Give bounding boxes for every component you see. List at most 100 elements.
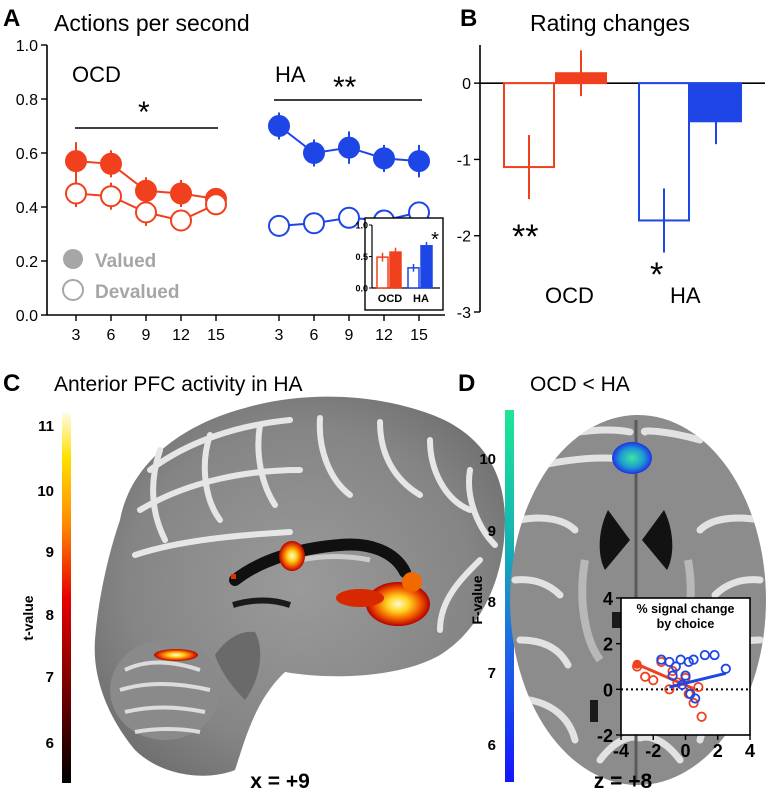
panel-b-sig-ocd: ** xyxy=(512,218,538,256)
panel-d-title: OCD < HA xyxy=(530,373,630,396)
scatter-xtick-label: 2 xyxy=(713,741,723,761)
panel-a-xtick-label: 3 xyxy=(275,327,284,344)
scatter-title-line-2: by choice xyxy=(657,617,715,631)
data-point-ha-devalued xyxy=(303,212,325,235)
t-value-colorbar xyxy=(62,413,71,783)
scatter-point-ha xyxy=(685,688,696,700)
panel-a-group-ocd: OCD xyxy=(72,62,121,87)
f-value-colorbar xyxy=(505,410,514,782)
panel-b-label-ocd: OCD xyxy=(545,283,594,308)
f-value-ticks: 10 9 8 7 6 xyxy=(479,451,496,754)
panel-a-ytick-label: 0.4 xyxy=(16,200,38,217)
scatter-point-ha xyxy=(667,670,678,681)
data-point-ha-valued xyxy=(338,136,360,159)
t-value-tick-label: 8 xyxy=(46,607,54,624)
panel-c-coordinate: x = +9 xyxy=(250,770,310,793)
t-value-tick-label: 9 xyxy=(46,544,54,561)
legend-devalued-label: Devalued xyxy=(95,282,179,303)
panel-a-group-ha: HA xyxy=(275,62,306,87)
f-value-tick-label: 9 xyxy=(488,523,496,540)
panel-b-chart: 0 -1 -2 -3 xyxy=(457,45,765,322)
data-point-ha-valued xyxy=(268,115,290,137)
panel-a-xtick-label: 6 xyxy=(107,327,116,344)
f-value-tick-label: 8 xyxy=(488,594,496,611)
scatter-ytick-label: 0 xyxy=(603,680,613,700)
f-value-tick-label: 10 xyxy=(479,451,496,468)
data-point-ocd-devalued xyxy=(100,185,122,208)
t-value-tick-label: 11 xyxy=(38,418,54,435)
panel-a-xtick-label: 12 xyxy=(375,327,393,344)
data-point-ocd-devalued xyxy=(135,201,157,224)
data-point-ocd-valued xyxy=(170,182,192,205)
panel-a-ytick-label: 1.0 xyxy=(16,38,38,55)
ha-significance-marker: ** xyxy=(333,71,357,104)
scatter-point-ha xyxy=(720,663,731,674)
scatter-point-ocd xyxy=(696,711,707,722)
inset-ytick-label: 1.0 xyxy=(355,221,368,231)
scatter-point-ha xyxy=(688,654,699,665)
data-point-ha-valued xyxy=(373,147,395,170)
panel-a-letter: A xyxy=(3,5,20,32)
data-point-ocd-devalued xyxy=(65,182,87,205)
panel-a-xtick-label: 9 xyxy=(345,327,354,344)
data-point-ocd-valued xyxy=(100,152,122,175)
scatter-point-ha xyxy=(699,649,710,661)
panel-a-inset: 0.0 0.5 1.0 OCD HA * xyxy=(355,217,444,311)
panel-b-ytick-label: 0 xyxy=(462,76,471,93)
panel-a-xtick-label: 15 xyxy=(207,327,225,344)
panel-b-title: Rating changes xyxy=(530,10,690,36)
f-value-label: F-value xyxy=(469,575,485,624)
inset-bar-ha-valued xyxy=(420,245,433,289)
legend-valued-marker xyxy=(63,249,83,269)
scatter-ytick-label: 4 xyxy=(603,589,613,609)
inset-ytick-label: 0.0 xyxy=(355,284,368,294)
ocd-significance-marker: * xyxy=(138,96,150,129)
panel-a-axes: 0.0 0.2 0.4 0.6 0.8 1.0 3 6 9 12 15 3 6 9 12 15 xyxy=(16,38,445,344)
sagittal-activation-clusters xyxy=(154,541,430,661)
sagittal-brain-image xyxy=(94,396,505,776)
scatter-xtick-label: 4 xyxy=(745,741,755,761)
data-point-ha-valued xyxy=(408,150,430,173)
panel-b-sig-ha: * xyxy=(650,256,663,294)
scatter-point-ocd xyxy=(640,671,651,682)
t-value-tick-label: 6 xyxy=(46,735,54,752)
inset-bar-ocd-devalued xyxy=(376,256,389,289)
panel-b-ytick-label: -3 xyxy=(457,305,471,322)
data-point-ocd-valued xyxy=(135,179,157,202)
scatter-point-ha xyxy=(683,656,694,668)
inset-category-label: OCD xyxy=(378,293,403,305)
panel-c-title: Anterior PFC activity in HA xyxy=(54,373,303,396)
scatter-point-ocd xyxy=(688,697,699,709)
scatter-point-ocd xyxy=(648,675,659,686)
legend-devalued-marker xyxy=(62,279,84,301)
scatter-point-ocd xyxy=(664,684,675,695)
panel-b-ytick-label: -2 xyxy=(457,229,471,246)
t-value-tick-label: 7 xyxy=(46,669,54,686)
panel-b-letter: B xyxy=(460,5,477,32)
inset-ytick-label: 0.5 xyxy=(355,252,368,262)
panel-b-label-ha: HA xyxy=(670,283,701,308)
panel-a-ytick-label: 0.2 xyxy=(16,254,38,271)
panel-a-ytick-label: 0.8 xyxy=(16,92,38,109)
data-point-ha-valued xyxy=(303,142,325,164)
panel-a-xtick-label: 15 xyxy=(410,327,428,344)
panel-a-xtick-label: 12 xyxy=(172,327,190,344)
data-point-ocd-devalued xyxy=(170,209,192,232)
data-point-ha-devalued xyxy=(268,214,290,237)
panel-a-ytick-label: 0.6 xyxy=(16,146,38,163)
scatter-point-ha xyxy=(680,670,691,681)
scatter-title-line-1: % signal change xyxy=(637,602,735,616)
f-value-tick-label: 7 xyxy=(488,665,496,682)
scatter-ytick-label: -2 xyxy=(597,726,613,746)
t-value-ticks: 11 10 9 8 7 6 xyxy=(37,418,54,752)
scatter-ytick-label: 2 xyxy=(603,635,613,655)
f-value-tick-label: 6 xyxy=(488,737,496,754)
scatter-point-ha xyxy=(670,661,681,672)
inset-bar-ocd-valued xyxy=(389,251,402,289)
scatter-xtick-label: -4 xyxy=(613,741,629,761)
scatter-point-ha xyxy=(709,649,720,661)
panel-a-xtick-label: 3 xyxy=(72,327,81,344)
t-value-label: t-value xyxy=(20,595,36,640)
inset-category-label: HA xyxy=(413,293,429,305)
